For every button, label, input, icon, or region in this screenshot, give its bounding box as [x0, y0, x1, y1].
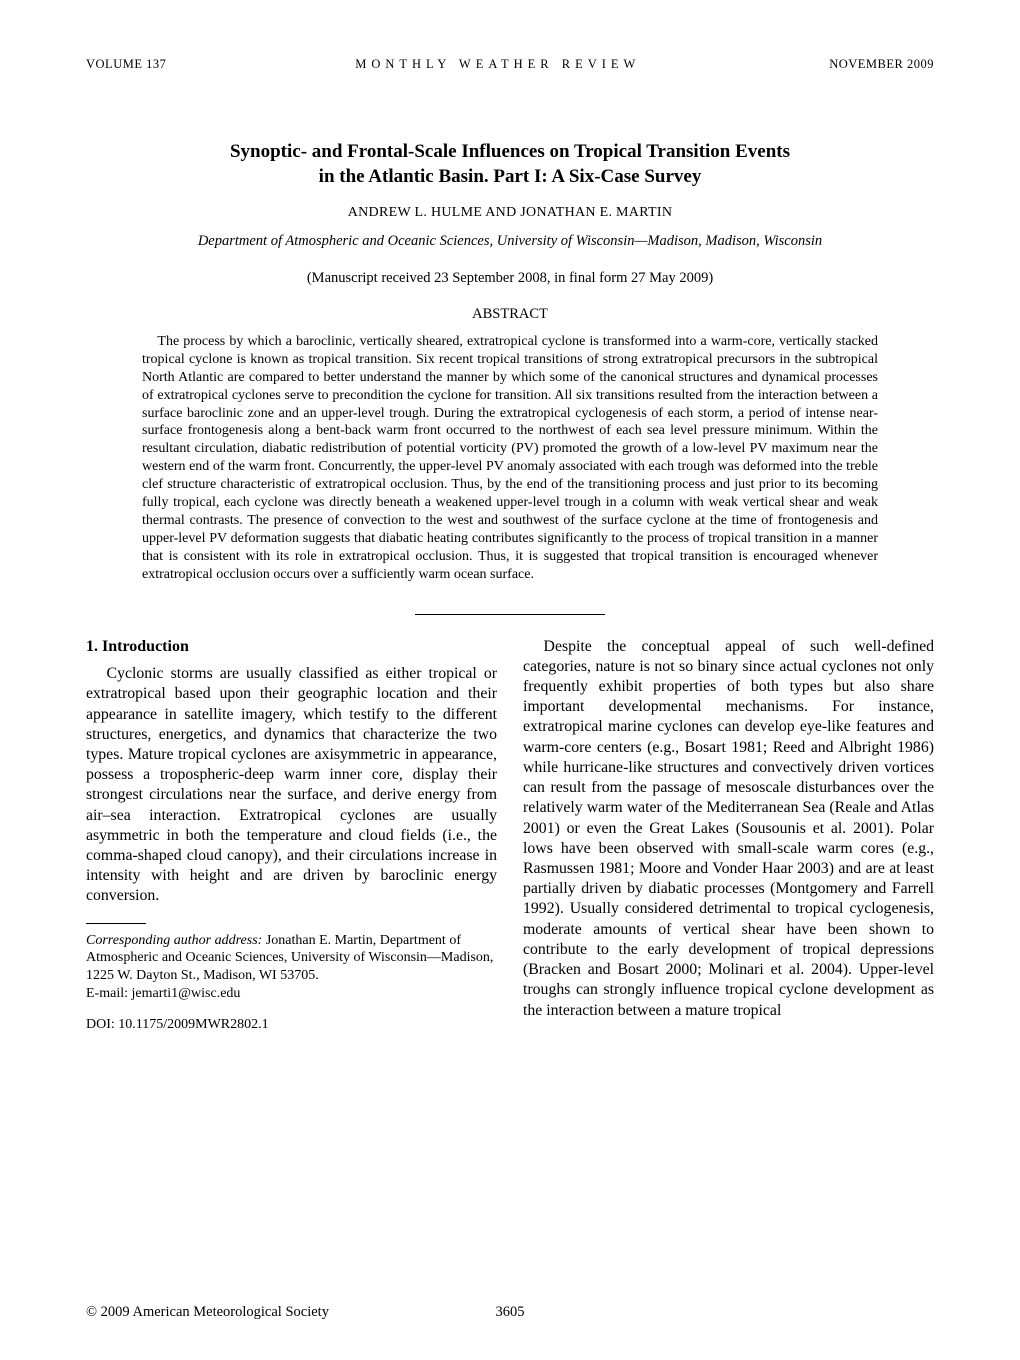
- author-affiliation: Department of Atmospheric and Oceanic Sc…: [86, 232, 934, 251]
- footnote-email: E-mail: jemarti1@wisc.edu: [86, 986, 240, 1001]
- footnote-rule: [86, 923, 146, 924]
- title-line-2: in the Atlantic Basin. Part I: A Six-Cas…: [319, 166, 702, 187]
- footnote-label: Corresponding author address:: [86, 933, 262, 948]
- left-column: 1. Introduction Cyclonic storms are usua…: [86, 637, 497, 1035]
- corresponding-author-footnote: Corresponding author address: Jonathan E…: [86, 932, 497, 1003]
- body-columns: 1. Introduction Cyclonic storms are usua…: [86, 637, 934, 1035]
- abstract-heading: ABSTRACT: [86, 305, 934, 324]
- article-title: Synoptic- and Frontal-Scale Influences o…: [86, 140, 934, 189]
- right-column: Despite the conceptual appeal of such we…: [523, 637, 934, 1035]
- page-footer: © 2009 American Meteorological Society 3…: [86, 1303, 934, 1322]
- section-divider: [415, 614, 605, 615]
- intro-paragraph-2: Despite the conceptual appeal of such we…: [523, 637, 934, 1021]
- header-date: NOVEMBER 2009: [829, 56, 934, 72]
- title-line-1: Synoptic- and Frontal-Scale Influences o…: [230, 141, 790, 162]
- author-names: ANDREW L. HULME AND JONATHAN E. MARTIN: [86, 204, 934, 222]
- header-volume: VOLUME 137: [86, 56, 166, 72]
- abstract-body: The process by which a baroclinic, verti…: [142, 333, 878, 584]
- footer-spacer: [930, 1303, 934, 1322]
- running-header: VOLUME 137 MONTHLY WEATHER REVIEW NOVEMB…: [86, 56, 934, 72]
- header-journal: MONTHLY WEATHER REVIEW: [355, 56, 640, 72]
- doi: DOI: 10.1175/2009MWR2802.1: [86, 1016, 497, 1034]
- copyright-line: © 2009 American Meteorological Society: [86, 1303, 329, 1322]
- page-number: 3605: [496, 1303, 525, 1322]
- section-heading-intro: 1. Introduction: [86, 637, 497, 657]
- manuscript-dates: (Manuscript received 23 September 2008, …: [86, 269, 934, 288]
- intro-paragraph-1: Cyclonic storms are usually classified a…: [86, 664, 497, 907]
